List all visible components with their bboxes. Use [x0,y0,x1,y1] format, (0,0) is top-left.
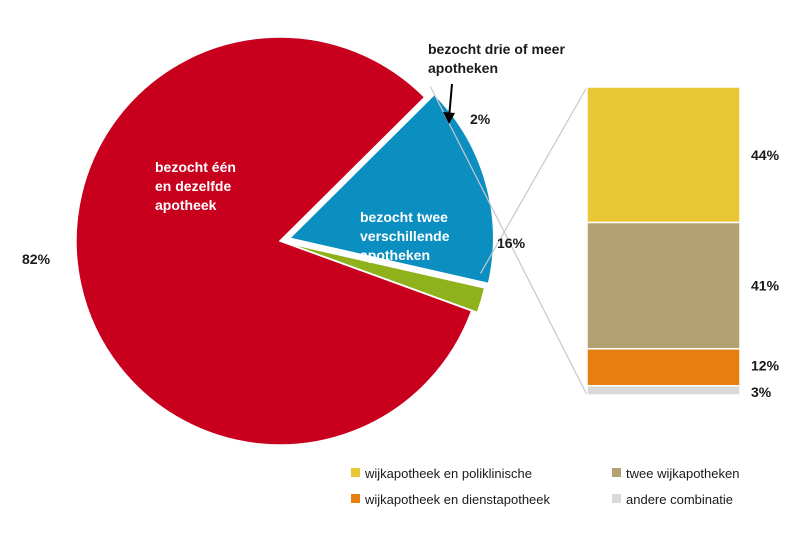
pie-slice-label: en dezelfde [155,178,231,194]
callout-arrow-head [443,112,455,124]
callout-arrow-shaft [448,83,453,119]
pie-slice [285,241,486,314]
pie-slice-label: apotheken [428,60,498,76]
pie-slice-label: apotheek [155,197,217,213]
pie-value-label: 2% [470,111,491,127]
pie-slice-label: bezocht drie of meer [428,41,565,57]
legend-label: andere combinatie [626,492,733,507]
bar-value-label: 12% [751,357,780,373]
pie-slice [288,93,495,285]
legend-swatch [351,494,360,503]
bar-value-label: 44% [751,147,780,163]
bar-segment [586,221,741,350]
chart-labels: bezocht één en dezelfde apotheek bezocht tw… [22,41,780,400]
bar-segment [586,385,741,396]
pie-slice-label: bezocht twee [360,209,448,225]
connector-line-bottom [429,86,588,396]
legend-item: twee wijkapotheken [612,466,739,481]
bar-segment [586,86,741,224]
connector-lines [429,86,588,396]
bar-segment [586,348,741,387]
legend-label: wijkapotheek en poliklinische [364,466,532,481]
legend-swatch [612,494,621,503]
pie-value-label: 16% [497,235,526,251]
legend-item: wijkapotheek en poliklinische [351,466,532,481]
pie-slice-label: verschillende [360,228,450,244]
pie-chart [75,36,495,446]
bar-value-label: 41% [751,278,780,294]
legend-item: wijkapotheek en dienstapotheek [351,492,551,507]
pie-slice [75,36,473,446]
pie-slice-label: apotheken [360,247,430,263]
connector-line-top [480,86,588,274]
pie-slice-label: bezocht één [155,159,236,175]
legend-label: wijkapotheek en dienstapotheek [364,492,551,507]
pie-value-label: 82% [22,251,51,267]
legend-swatch [351,468,360,477]
legend-item: andere combinatie [612,492,733,507]
legend-swatch [612,468,621,477]
stacked-bar [586,86,741,396]
callout-arrow [443,83,455,124]
legend: wijkapotheek en poliklinische twee wijkap… [351,466,739,507]
legend-label: twee wijkapotheken [626,466,739,481]
bar-value-label: 3% [751,384,772,400]
